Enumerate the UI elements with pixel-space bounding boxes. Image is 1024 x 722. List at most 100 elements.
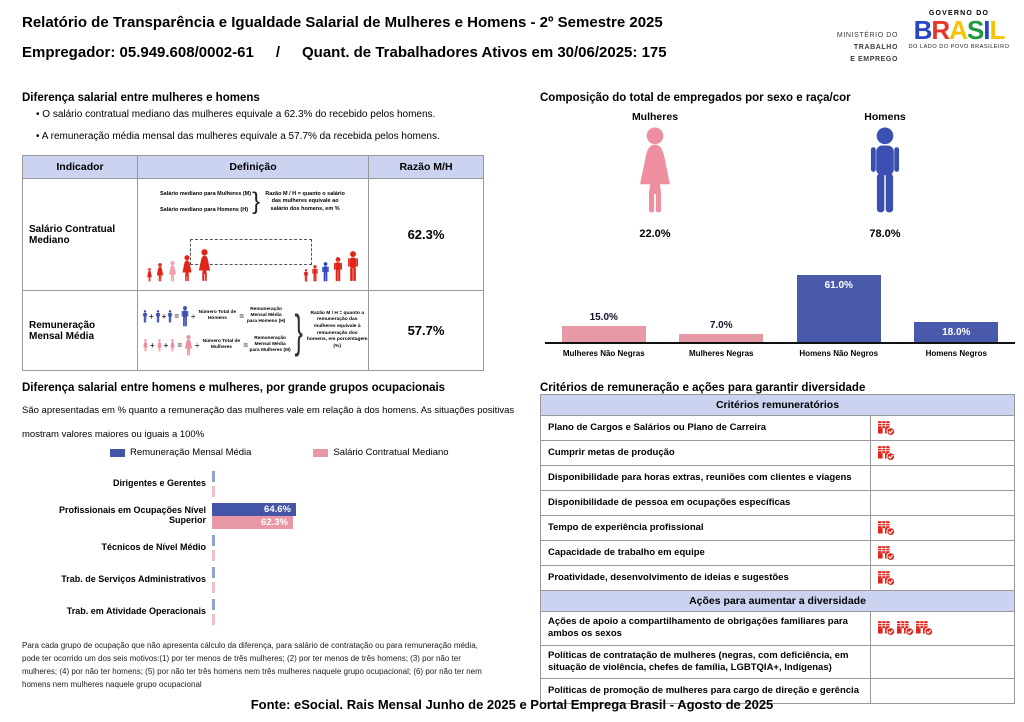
governo-do-label: GOVERNO DO: [928, 10, 990, 17]
brasil-letter: A: [949, 15, 968, 45]
composition-slot: 15.0%: [545, 254, 663, 342]
brasil-letter: L: [989, 15, 1006, 45]
mean-remuneration-bar: 64.6%: [212, 503, 296, 516]
subtitle-separator: /: [275, 44, 280, 61]
criteria-label: Políticas de promoção de mulheres para c…: [541, 679, 871, 704]
bullet-mean-salary: A remuneração média mensal das mulheres …: [36, 131, 506, 142]
legend-item: Remuneração Mensal Média: [110, 447, 251, 458]
woman-figure-icon: [156, 338, 162, 352]
pink-tick: [212, 582, 215, 593]
criteria-label: Tempo de experiência profissional: [541, 516, 871, 540]
criteria-label: Disponibilidade de pessoa em ocupações e…: [541, 491, 871, 515]
zero-value-ticks: [212, 471, 215, 497]
occupation-label: Dirigentes e Gerentes: [112, 478, 206, 489]
page-title: Relatório de Transparência e Igualdade S…: [22, 14, 663, 31]
composition-slot: 61.0%: [780, 254, 898, 342]
brasil-wordmark: BRASIL: [902, 15, 1016, 45]
composition-bars: 15.0% 7.0% 61.0% 18.0%: [545, 256, 1015, 344]
criteria-row: Disponibilidade de pessoa em ocupações e…: [541, 490, 1014, 515]
occupation-bars: [212, 596, 484, 628]
female-group-label: Mulheres: [631, 111, 679, 123]
criteria-label: Cumprir metas de produção: [541, 441, 871, 465]
occupation-label: Trab. em Atividade Operacionais: [66, 606, 206, 617]
occupation-bars: 64.6% 62.3%: [212, 500, 484, 532]
composition-bar: [561, 325, 646, 342]
woman-figure-icon: [184, 334, 193, 355]
criteria-label: Proatividade, desenvolvimento de ideias …: [541, 566, 871, 590]
bar-value-label: 61.0%: [824, 279, 853, 291]
equals-operator: =: [243, 340, 249, 350]
criteria-row: Disponibilidade para horas extras, reuni…: [541, 465, 1014, 490]
occupational-legend: Remuneração Mensal Média Salário Contratu…: [110, 447, 449, 458]
criteria-icons-cell: [871, 416, 1014, 440]
salary-gap-title: Diferença salarial entre mulheres e home…: [22, 92, 260, 104]
man-icon: [825, 127, 945, 220]
salary-gap-table: Indicador Definição Razão M/H Salário Co…: [22, 155, 484, 371]
equals-operator: =: [177, 340, 183, 350]
man-figure-icon: [334, 257, 342, 282]
indicator-label: Remuneração Mensal Média: [23, 291, 138, 370]
criteria-icons-cell: [871, 646, 1014, 679]
composition-bar: [914, 322, 999, 342]
composition-bar-wrap: 18.0%: [914, 254, 999, 342]
bar-category-label: Homens Negros: [925, 349, 987, 358]
company-check-icon: [878, 570, 895, 586]
criteria-icons-cell: [871, 466, 1014, 490]
criteria-label: Capacidade de trabalho em equipe: [541, 541, 871, 565]
criteria-row: Políticas de contratação de mulheres (ne…: [541, 644, 1014, 679]
legend-item: Salário Contratual Mediano: [313, 447, 449, 458]
woman-icon: [640, 127, 670, 213]
woman-figure-icon: [182, 255, 192, 282]
company-check-icon: [878, 520, 895, 536]
brasil-letter: R: [931, 15, 950, 45]
criteria-row: Ações de apoio a compartilhamento de obr…: [541, 611, 1014, 645]
company-check-icon: [916, 621, 933, 636]
col-header-definicao: Definição: [138, 156, 369, 178]
mean-formulas: + + = ÷ Número Total de Homens = Remuneraçã…: [142, 305, 291, 356]
ministry-line: MINISTÉRIO DO: [836, 32, 898, 39]
male-percentage: 78.0%: [869, 228, 901, 240]
criteria-section-header: Ações para aumentar a diversidade: [541, 590, 1014, 611]
salary-gap-bullets: O salário contratual mediano das mulhere…: [36, 109, 506, 153]
bar-category-label: Homens Não Negros: [799, 349, 879, 358]
occupational-footnote: Para cada grupo de ocupação que não apre…: [22, 641, 482, 689]
criteria-label: Ações de apoio a compartilhamento de obr…: [541, 612, 871, 645]
col-header-razao: Razão M/H: [399, 161, 453, 173]
composition-bar: [679, 334, 764, 342]
criteria-row: Políticas de promoção de mulheres para c…: [541, 678, 1014, 704]
table-row-salario-mediano: Salário Contratual Mediano Salário media…: [23, 178, 483, 290]
zero-value-ticks: [212, 567, 215, 593]
plus-operator: +: [163, 340, 169, 350]
median-women-label: Salário mediano para Mulheres (M): [160, 191, 252, 197]
occupation-row: Profissionais em Ocupações Nível Superio…: [22, 500, 484, 532]
criteria-row: Tempo de experiência profissional: [541, 515, 1014, 540]
table-row-remuneracao-media: Remuneração Mensal Média + + = ÷ Número T…: [23, 290, 483, 370]
man-figure-icon: [312, 265, 318, 282]
legend-swatch: [110, 448, 125, 457]
criteria-row: Capacidade de trabalho em equipe: [541, 540, 1014, 565]
composition-bar-labels: Mulheres Não Negras Mulheres Negras Homens…: [545, 349, 1015, 358]
occupation-label: Trab. de Serviços Administrativos: [61, 574, 206, 585]
occupation-label: Profissionais em Ocupações Nível Superio…: [58, 505, 206, 525]
col-header-indicador: Indicador: [23, 156, 138, 178]
zero-value-ticks: [212, 599, 215, 625]
occupation-row: Trab. de Serviços Administrativos: [22, 564, 484, 596]
legend-swatch: [313, 448, 329, 457]
plus-operator: +: [149, 311, 154, 321]
composition-bar-chart: 15.0% 7.0% 61.0% 18.0% Mulheres Não Negras M…: [545, 256, 1015, 358]
ministry-logo: MINISTÉRIO DO TRABALHO E EMPREGO: [806, 30, 898, 66]
divisor-text: Número Total de Homens: [198, 309, 237, 321]
company-check-icon: [897, 621, 914, 636]
women-group: [146, 249, 213, 282]
company-check-icon: [878, 621, 895, 636]
company-check-icon: [878, 545, 895, 561]
bar-value-label: 7.0%: [709, 320, 733, 332]
man-figure-icon: [303, 269, 309, 282]
woman-figure-icon: [170, 338, 176, 352]
man-figure-icon: [322, 262, 329, 282]
criteria-label: Disponibilidade para horas extras, reuni…: [541, 466, 871, 490]
woman-figure-icon: [147, 268, 152, 282]
brace-glyph: }: [252, 188, 261, 215]
male-group-label: Homens: [864, 111, 906, 123]
composition-bar-wrap: 7.0%: [679, 254, 764, 342]
